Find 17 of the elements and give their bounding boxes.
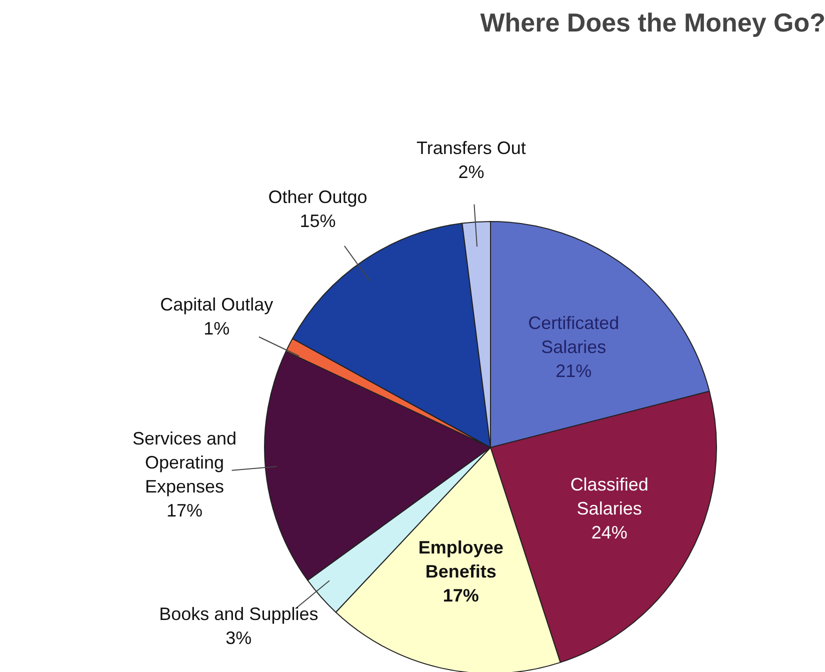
- slice-label: Employee Benefits: [418, 538, 504, 582]
- data-label: 24%: [591, 522, 628, 543]
- slice-label: Other Outgo: [268, 187, 368, 208]
- data-label: 3%: [226, 628, 252, 648]
- data-label: 2%: [458, 162, 484, 182]
- slice-label: Certificated Salaries: [528, 313, 620, 358]
- data-label: 15%: [300, 211, 336, 232]
- slice-label: Classified Salaries: [570, 474, 648, 519]
- slice-label: Transfers Out: [416, 138, 526, 158]
- chart-title: Where Does the Money Go?: [480, 8, 825, 38]
- data-label: 21%: [556, 361, 592, 382]
- data-label: 17%: [166, 500, 203, 521]
- data-label: 1%: [204, 318, 230, 339]
- data-label: 17%: [442, 586, 479, 606]
- slice-label: Books and Supplies: [159, 604, 318, 624]
- slice-label: Services and Operating Expenses: [132, 428, 237, 497]
- slice-label: Capital Outlay: [160, 294, 274, 315]
